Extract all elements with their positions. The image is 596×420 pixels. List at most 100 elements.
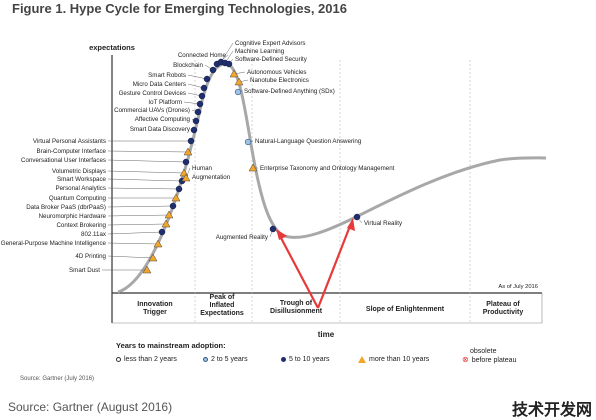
- marker-autonomous-vehicles: [229, 69, 239, 78]
- marker-software-defined-anything-sdx: [234, 88, 242, 96]
- legend-label: more than 10 years: [369, 356, 430, 363]
- as-of-note: As of July 2016: [498, 284, 538, 290]
- marker-4d-printing: [148, 253, 158, 262]
- label-4d-printing: 4D Printing: [75, 253, 106, 260]
- dark-circle-icon: [281, 357, 286, 362]
- marker-human-augmentation: [181, 173, 191, 182]
- label-blockchain: Blockchain: [173, 62, 203, 69]
- label-virtual-personal-assistants: Virtual Personal Assistants: [33, 138, 106, 145]
- phase-innovation-trigger: Innovation Trigger: [137, 301, 172, 316]
- phase-labels: Innovation Trigger Peak of Inflated Expectat…: [137, 294, 523, 317]
- arrow-to-augmented-reality: [279, 235, 319, 309]
- light-circle-icon: [203, 357, 208, 362]
- label-gesture-control-devices: Gesture Control Devices: [119, 90, 186, 97]
- label-neuromorphic-hardware: Neuromorphic Hardware: [39, 213, 107, 220]
- axes: expectations time As of July 2016: [89, 43, 543, 339]
- label-personal-analytics: Personal Analytics: [55, 185, 106, 192]
- marker-virtual-personal-assistants: [187, 137, 195, 145]
- legend-item-dark: 5 to 10 years: [281, 356, 329, 363]
- label-augmented-reality: Augmented Reality: [216, 234, 269, 241]
- marker-commercial-uavs-drones: [194, 108, 202, 116]
- leader-data-broker-paas-dbrpaas: [107, 205, 174, 208]
- label-micro-data-centers: Micro Data Centers: [133, 81, 186, 88]
- x-axis-label: time: [318, 330, 335, 339]
- marker-virtual-reality: [353, 213, 361, 221]
- label-human-augmentation: Human Augmentation: [192, 165, 231, 181]
- label-smart-workspace: Smart Workspace: [57, 176, 107, 183]
- marker-neuromorphic-hardware: [164, 210, 174, 219]
- label-brain-computer-interface: Brain-Computer Interface: [37, 148, 107, 155]
- marker-affective-computing: [192, 117, 200, 125]
- label-general-purpose-machine-intelligence: General-Purpose Machine Intelligence: [1, 240, 107, 247]
- label-conversational-user-interfaces: Conversational User Interfaces: [21, 157, 106, 164]
- label-volumetric-displays: Volumetric Displays: [52, 168, 106, 175]
- label-autonomous-vehicles: Autonomous Vehicles: [247, 69, 307, 76]
- leader-neuromorphic-hardware: [107, 214, 170, 217]
- label-commercial-uavs-drones: Commercial UAVs (Drones): [114, 107, 190, 114]
- marker-smart-dust: [142, 265, 152, 274]
- marker-802-11ax: [158, 228, 166, 236]
- legend-item-triangle: more than 10 years: [358, 356, 429, 363]
- phase-plateau-of-productivity: Plateau of Productivity: [483, 301, 524, 316]
- y-axis-label: expectations: [89, 43, 135, 52]
- obsolete-x-icon: ⊗: [462, 355, 469, 364]
- label-software-defined-security: Software-Defined Security: [235, 56, 308, 63]
- marker-natural-language-question-answering: [244, 138, 252, 146]
- label-natural-language-question-answering: Natural-Language Question Answering: [255, 138, 362, 145]
- phase-trough-of-disillusionment: Trough of Disillusionment: [270, 300, 323, 315]
- leader-personal-analytics: [107, 187, 180, 190]
- label-smart-robots: Smart Robots: [148, 72, 186, 79]
- label-enterprise-taxonomy-and-ontology-management: Enterprise Taxonomy and Ontology Managem…: [260, 165, 395, 172]
- legend-obsolete-word: obsolete: [470, 348, 497, 355]
- marker-quantum-computing: [171, 193, 181, 202]
- arrow-to-virtual-reality: [316, 225, 352, 309]
- leader-conversational-user-interfaces: [107, 159, 187, 163]
- red-arrows: [276, 218, 355, 309]
- marker-iot-platform: [196, 100, 204, 108]
- legend-heading: Years to mainstream adoption:: [116, 341, 226, 350]
- marker-software-defined-security: [225, 60, 233, 68]
- hollow-circle-icon: [116, 357, 121, 362]
- phase-peak-of-inflated-expectations: Peak of Inflated Expectations: [200, 294, 244, 317]
- legend-label: before plateau: [471, 356, 517, 364]
- legend-item-obsolete: ⊗ before plateau: [462, 356, 516, 364]
- phase-slope-of-enlightenment: Slope of Enlightenment: [366, 306, 445, 313]
- label-nanotube-electronics: Nanotube Electronics: [250, 77, 309, 84]
- label-802-11ax: 802.11ax: [81, 231, 107, 238]
- source-note-small: Source: Gartner (July 2016): [20, 376, 95, 382]
- legend-label: 2 to 5 years: [211, 356, 248, 363]
- marker-gesture-control-devices: [198, 92, 206, 100]
- arrowhead-virtual-reality: [347, 218, 355, 231]
- arrowhead-augmented-reality: [276, 229, 287, 240]
- leader-cognitive-expert-advisors: [220, 42, 234, 63]
- source-note: Source: Gartner (August 2016): [8, 400, 173, 414]
- leader-volumetric-displays: [107, 170, 185, 174]
- label-data-broker-paas-dbrpaas: Data Broker PaaS (dbrPaaS): [26, 204, 106, 211]
- leader-brain-computer-interface: [107, 150, 189, 153]
- marker-context-brokering: [161, 219, 171, 228]
- label-context-brokering: Context Brokering: [56, 222, 106, 229]
- label-affective-computing: Affective Computing: [135, 116, 191, 123]
- technology-labels: Smart Dust 4D Printing General-Purpose Mac…: [1, 40, 403, 274]
- label-machine-learning: Machine Learning: [235, 48, 285, 55]
- label-connected-home: Connected Home: [178, 52, 227, 59]
- watermark: 技术开发网: [511, 402, 592, 419]
- marker-general-purpose-machine-intelligence: [153, 239, 163, 248]
- technology-markers: [142, 58, 361, 274]
- marker-conversational-user-interfaces: [182, 158, 190, 166]
- label-virtual-reality: Virtual Reality: [364, 220, 403, 227]
- label-cognitive-expert-advisors: Cognitive Expert Advisors: [235, 40, 306, 47]
- legend-label: 5 to 10 years: [289, 356, 330, 363]
- marker-augmented-reality: [269, 225, 277, 233]
- legend-item-hollow: less than 2 years: [116, 356, 177, 363]
- legend-label: less than 2 years: [124, 356, 177, 363]
- label-software-defined-anything-sdx: Software-Defined Anything (SDx): [244, 88, 335, 95]
- marker-personal-analytics: [175, 185, 183, 193]
- marker-smart-data-discovery: [190, 126, 198, 134]
- leader-smart-workspace: [107, 178, 183, 182]
- label-smart-dust: Smart Dust: [69, 267, 100, 274]
- triangle-icon: [358, 356, 366, 363]
- marker-data-broker-paas-dbrpaas: [169, 202, 177, 210]
- marker-nanotube-electronics: [234, 77, 244, 86]
